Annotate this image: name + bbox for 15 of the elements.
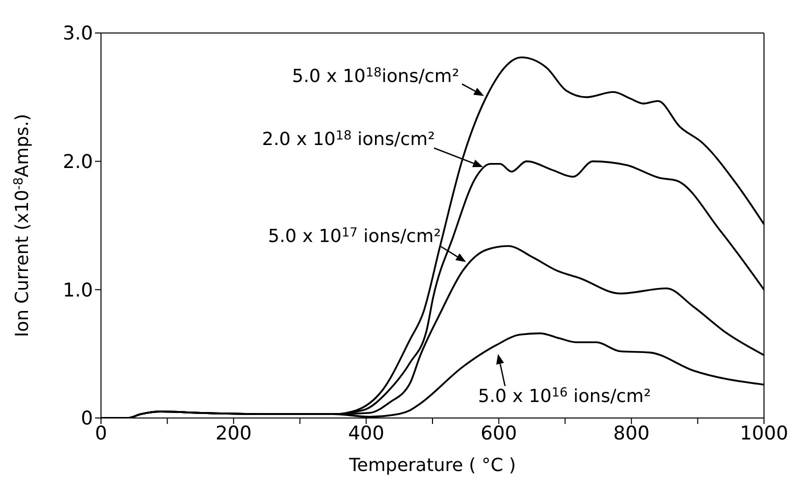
text: 2.0 x 10$^{18}$ ions/cm² (262, 127, 435, 150)
x-tick-label: 400 (348, 422, 384, 444)
x-tick-label: 200 (215, 422, 252, 444)
y-tick-label: 2.0 (62, 151, 93, 174)
x-tick-label: 0 (94, 422, 108, 444)
legend-label: 5.0 x 10$^{18}$ions/cm² (292, 64, 460, 88)
y-tick-label: 0 (80, 408, 93, 430)
series-label: 5.0 x 10$^{16}$ ions/cm² (478, 384, 651, 408)
y-tick-label: 3.0 (62, 22, 93, 45)
x-tick-label: 800 (613, 422, 650, 444)
x-axis-title: Temperature ( °C ) (348, 455, 516, 476)
x-tick-label: 1000 (740, 422, 788, 444)
x-tick-label: 600 (480, 422, 517, 444)
series-label: 5.0 x 10$^{17}$ ions/cm² (268, 224, 441, 248)
y-tick-label: 1.0 (62, 279, 93, 302)
